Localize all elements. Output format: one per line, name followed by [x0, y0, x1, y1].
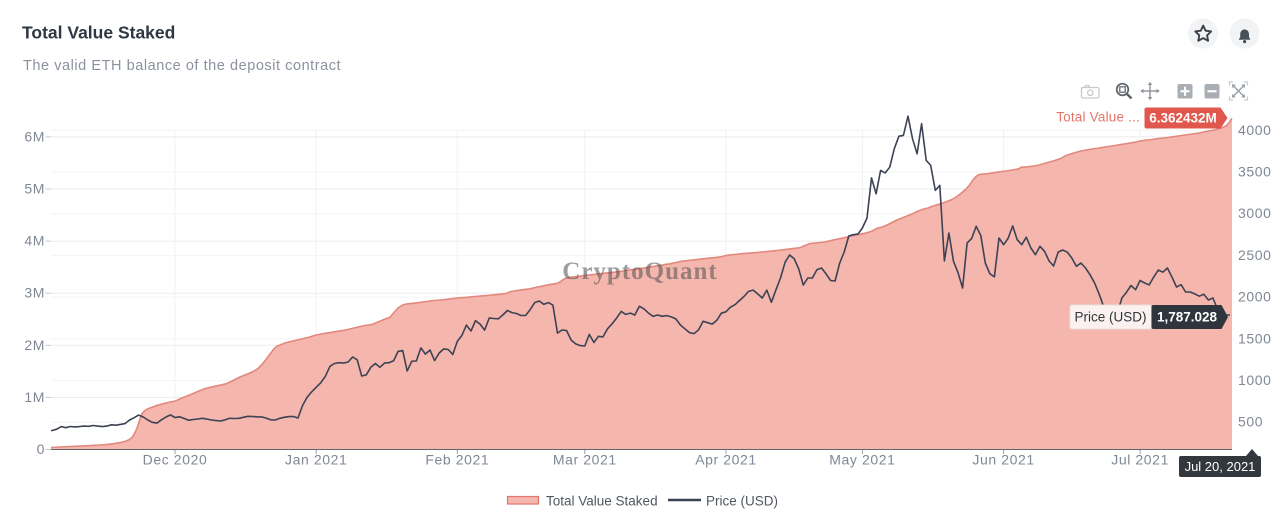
svg-text:Total Value ...: Total Value ...	[1056, 110, 1140, 125]
svg-text:Total Value Staked: Total Value Staked	[546, 494, 658, 509]
svg-text:2000: 2000	[1238, 289, 1272, 305]
svg-text:Feb 2021: Feb 2021	[425, 452, 489, 468]
svg-text:5M: 5M	[24, 181, 45, 197]
svg-text:May 2021: May 2021	[829, 452, 895, 468]
svg-text:CryptoQuant: CryptoQuant	[562, 258, 717, 285]
svg-text:Total Value Staked: Total Value Staked	[22, 23, 175, 43]
svg-text:3000: 3000	[1238, 205, 1272, 221]
svg-text:500: 500	[1238, 414, 1263, 430]
svg-text:Price (USD): Price (USD)	[706, 494, 778, 509]
svg-text:4000: 4000	[1238, 122, 1272, 138]
svg-text:2M: 2M	[24, 337, 45, 353]
svg-text:Apr 2021: Apr 2021	[695, 452, 757, 468]
svg-text:1,787.028: 1,787.028	[1157, 310, 1218, 325]
svg-text:Jun 2021: Jun 2021	[972, 452, 1034, 468]
svg-text:1M: 1M	[24, 389, 45, 405]
svg-text:Dec 2020: Dec 2020	[143, 452, 208, 468]
svg-text:Jul 20, 2021: Jul 20, 2021	[1185, 459, 1256, 474]
svg-text:1000: 1000	[1238, 372, 1272, 388]
svg-text:2500: 2500	[1238, 247, 1272, 263]
svg-text:4M: 4M	[24, 233, 45, 249]
svg-text:Mar 2021: Mar 2021	[553, 452, 617, 468]
svg-text:0: 0	[37, 441, 45, 457]
svg-text:6M: 6M	[24, 128, 45, 144]
svg-text:6.362432M: 6.362432M	[1149, 111, 1217, 126]
svg-text:The valid ETH balance of the d: The valid ETH balance of the deposit con…	[23, 58, 341, 74]
svg-text:1500: 1500	[1238, 330, 1272, 346]
svg-text:Jul 2021: Jul 2021	[1111, 452, 1169, 468]
svg-text:3500: 3500	[1238, 164, 1272, 180]
svg-text:3M: 3M	[24, 285, 45, 301]
svg-text:Jan 2021: Jan 2021	[285, 452, 347, 468]
svg-text:Price (USD): Price (USD)	[1074, 310, 1146, 325]
